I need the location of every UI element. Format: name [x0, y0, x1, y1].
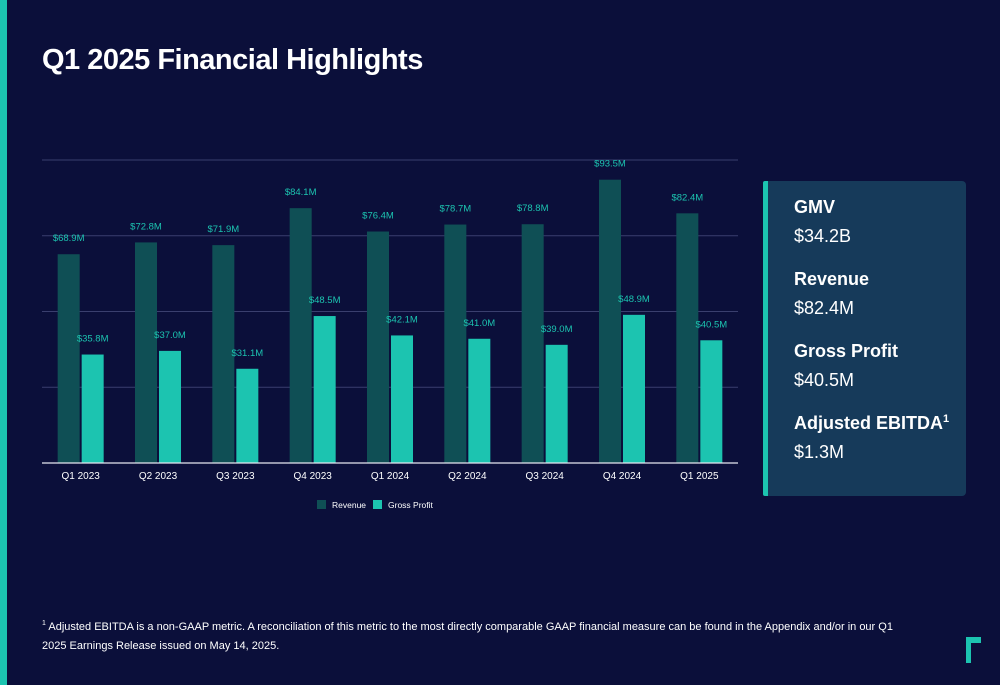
gross-profit-bar: [159, 350, 181, 463]
gross-profit-data-label: $35.8M: [77, 334, 109, 345]
page-title: Q1 2025 Financial Highlights: [42, 44, 423, 76]
metric-label-adjusted-ebitda: Adjusted EBITDA1: [794, 413, 949, 434]
revenue-bar: [57, 254, 80, 463]
footnote-text: Adjusted EBITDA is a non-GAAP metric. A …: [42, 621, 893, 652]
gross-profit-data-label: $48.9M: [618, 294, 650, 305]
gross-profit-bar: [313, 316, 336, 463]
x-tick-label: Q1 2025: [680, 471, 719, 482]
gross-profit-data-label: $39.0M: [541, 324, 573, 335]
revenue-bar: [444, 224, 467, 463]
revenue-data-label: $76.4M: [362, 211, 394, 222]
gross-profit-data-label: $40.5M: [695, 319, 727, 330]
gross-profit-bar: [468, 338, 491, 463]
legend-swatch-revenue: [317, 500, 326, 509]
x-tick-label: Q3 2024: [525, 471, 564, 482]
metrics-panel: GMV $34.2B Revenue $82.4M Gross Profit $…: [763, 181, 966, 496]
x-tick-label: Q3 2023: [216, 471, 255, 482]
metric-value-revenue: $82.4M: [794, 298, 855, 318]
gross-profit-data-label: $31.1M: [231, 348, 263, 359]
gross-profit-data-label: $42.1M: [386, 314, 418, 325]
metric-value-adjusted-ebitda: $1.3M: [794, 442, 845, 462]
gross-profit-bar: [700, 340, 723, 463]
gross-profit-bar: [623, 314, 645, 463]
revenue-data-label: $72.8M: [130, 221, 162, 232]
revenue-data-label: $78.7M: [439, 204, 471, 215]
gross-profit-bar: [236, 368, 259, 463]
legend-label-gross-profit: Gross Profit: [388, 500, 434, 510]
footnote: 1 Adjusted EBITDA is a non-GAAP metric. …: [42, 614, 912, 656]
revenue-data-label: $82.4M: [671, 192, 703, 203]
gross-profit-data-label: $41.0M: [463, 318, 495, 329]
company-logo-icon: [966, 637, 981, 663]
panel-accent-bar: [763, 181, 768, 496]
gross-profit-bar: [81, 354, 104, 463]
revenue-bar: [599, 179, 621, 463]
metric-label-revenue: Revenue: [794, 269, 870, 289]
x-tick-label: Q2 2023: [139, 471, 178, 482]
x-tick-label: Q1 2023: [61, 471, 100, 482]
metric-label-gmv: GMV: [794, 197, 836, 217]
revenue-data-label: $93.5M: [594, 159, 626, 170]
x-tick-label: Q1 2024: [371, 471, 410, 482]
left-accent-bar: [0, 0, 7, 685]
revenue-data-label: $78.8M: [517, 203, 549, 214]
revenue-bar: [135, 242, 157, 463]
revenue-bar: [289, 208, 312, 463]
metric-label-adjusted-ebitda-text: Adjusted EBITDA: [794, 413, 944, 433]
footnote-ref: 1: [943, 413, 950, 425]
revenue-data-label: $84.1M: [285, 187, 317, 198]
revenue-data-label: $68.9M: [53, 233, 85, 244]
revenue-bar: [676, 213, 699, 463]
x-tick-label: Q2 2024: [448, 471, 487, 482]
gross-profit-data-label: $37.0M: [154, 330, 186, 341]
revenue-bar: [521, 224, 544, 463]
revenue-data-label: $71.9M: [207, 224, 239, 235]
metric-value-gmv: $34.2B: [794, 226, 852, 246]
metric-value-gross-profit: $40.5M: [794, 370, 855, 390]
revenue-bar: [367, 231, 389, 463]
gross-profit-data-label: $48.5M: [309, 295, 341, 306]
x-tick-label: Q4 2023: [293, 471, 332, 482]
metric-label-gross-profit: Gross Profit: [794, 341, 899, 361]
revenue-bar: [212, 245, 235, 463]
legend-swatch-gross-profit: [373, 500, 382, 509]
gross-profit-bar: [545, 344, 568, 463]
legend-label-revenue: Revenue: [332, 500, 366, 510]
gross-profit-bar: [391, 335, 413, 463]
footnote-marker: 1: [42, 620, 46, 627]
x-tick-label: Q4 2024: [603, 471, 642, 482]
